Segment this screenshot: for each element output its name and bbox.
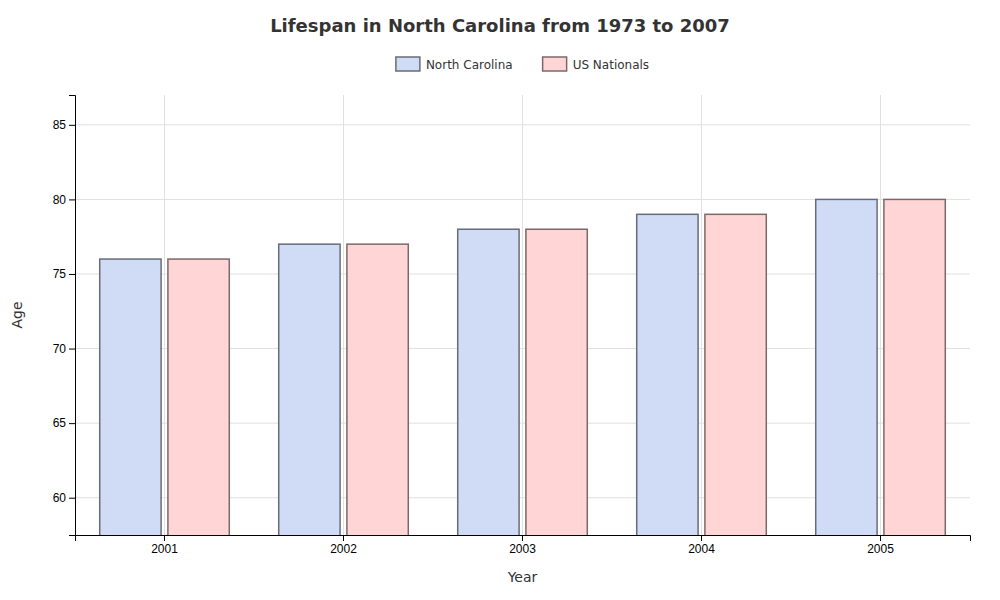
legend-item: US Nationals	[543, 57, 649, 72]
tick-label: 2005	[867, 542, 894, 556]
grid-line	[343, 95, 344, 535]
grid-line	[701, 95, 702, 535]
tick-label: 85	[53, 118, 67, 132]
tick: 60	[53, 491, 75, 505]
legend-item: North Carolina	[396, 57, 513, 72]
bars	[100, 199, 946, 535]
tick-mark	[69, 274, 75, 275]
bar	[637, 214, 698, 535]
tick: 85	[53, 118, 75, 132]
y-axis-title: Age	[9, 301, 25, 328]
tick-mark	[343, 535, 344, 541]
series	[168, 199, 945, 535]
chart: 2001 2002 2003 2004 2005 60 65 70 75 80 85 Year Age L…	[0, 0, 1000, 600]
grid-line	[164, 95, 165, 535]
tick-label: 75	[53, 267, 67, 281]
tick-label: 2003	[509, 542, 536, 556]
x-axis-title: Year	[507, 569, 538, 585]
tick: 2005	[867, 535, 894, 556]
tick-mark	[69, 498, 75, 499]
bar	[100, 259, 161, 535]
tick: 75	[53, 267, 75, 281]
axis-line	[69, 96, 76, 536]
x-axis: 2001 2002 2003 2004 2005	[76, 535, 971, 556]
bar	[347, 244, 408, 535]
bar	[705, 214, 766, 535]
grid-line	[522, 95, 523, 535]
tick: 2001	[151, 535, 178, 556]
tick-label: 65	[53, 416, 67, 430]
tick-mark	[701, 535, 702, 541]
tick-label: 2001	[151, 542, 178, 556]
tick: 80	[53, 193, 75, 207]
bar	[526, 229, 587, 535]
tick-mark	[69, 125, 75, 126]
tick-label: 2002	[330, 542, 357, 556]
bar	[279, 244, 340, 535]
tick-mark	[164, 535, 165, 541]
tick: 65	[53, 416, 75, 430]
tick: 2003	[509, 535, 536, 556]
tick-mark	[522, 535, 523, 541]
tick: 2002	[330, 535, 357, 556]
tick-mark	[69, 423, 75, 424]
legend-swatch	[396, 57, 420, 71]
bar	[458, 229, 519, 535]
plot: 2001 2002 2003 2004 2005 60 65 70 75 80 85	[53, 95, 971, 600]
bar	[816, 199, 877, 535]
tick-label: 70	[53, 342, 67, 356]
series	[100, 199, 877, 535]
tick-mark	[69, 199, 75, 200]
title: Lifespan in North Carolina from 1973 to …	[270, 15, 730, 36]
tick: 2004	[688, 535, 715, 556]
tick-label: 60	[53, 491, 67, 505]
legend-swatch	[543, 57, 567, 71]
tick-mark	[69, 349, 75, 350]
tick: 70	[53, 342, 75, 356]
legend: North Carolina US Nationals	[396, 57, 649, 72]
bar	[884, 199, 945, 535]
legend-label: US Nationals	[573, 58, 649, 72]
legend-label: North Carolina	[426, 58, 513, 72]
axis-line	[76, 536, 971, 542]
tick-mark	[880, 535, 881, 541]
y-axis: 60 65 70 75 80 85	[53, 96, 76, 536]
tick-label: 2004	[688, 542, 715, 556]
grid-line	[880, 95, 881, 535]
bar	[168, 259, 229, 535]
tick-label: 80	[53, 193, 67, 207]
